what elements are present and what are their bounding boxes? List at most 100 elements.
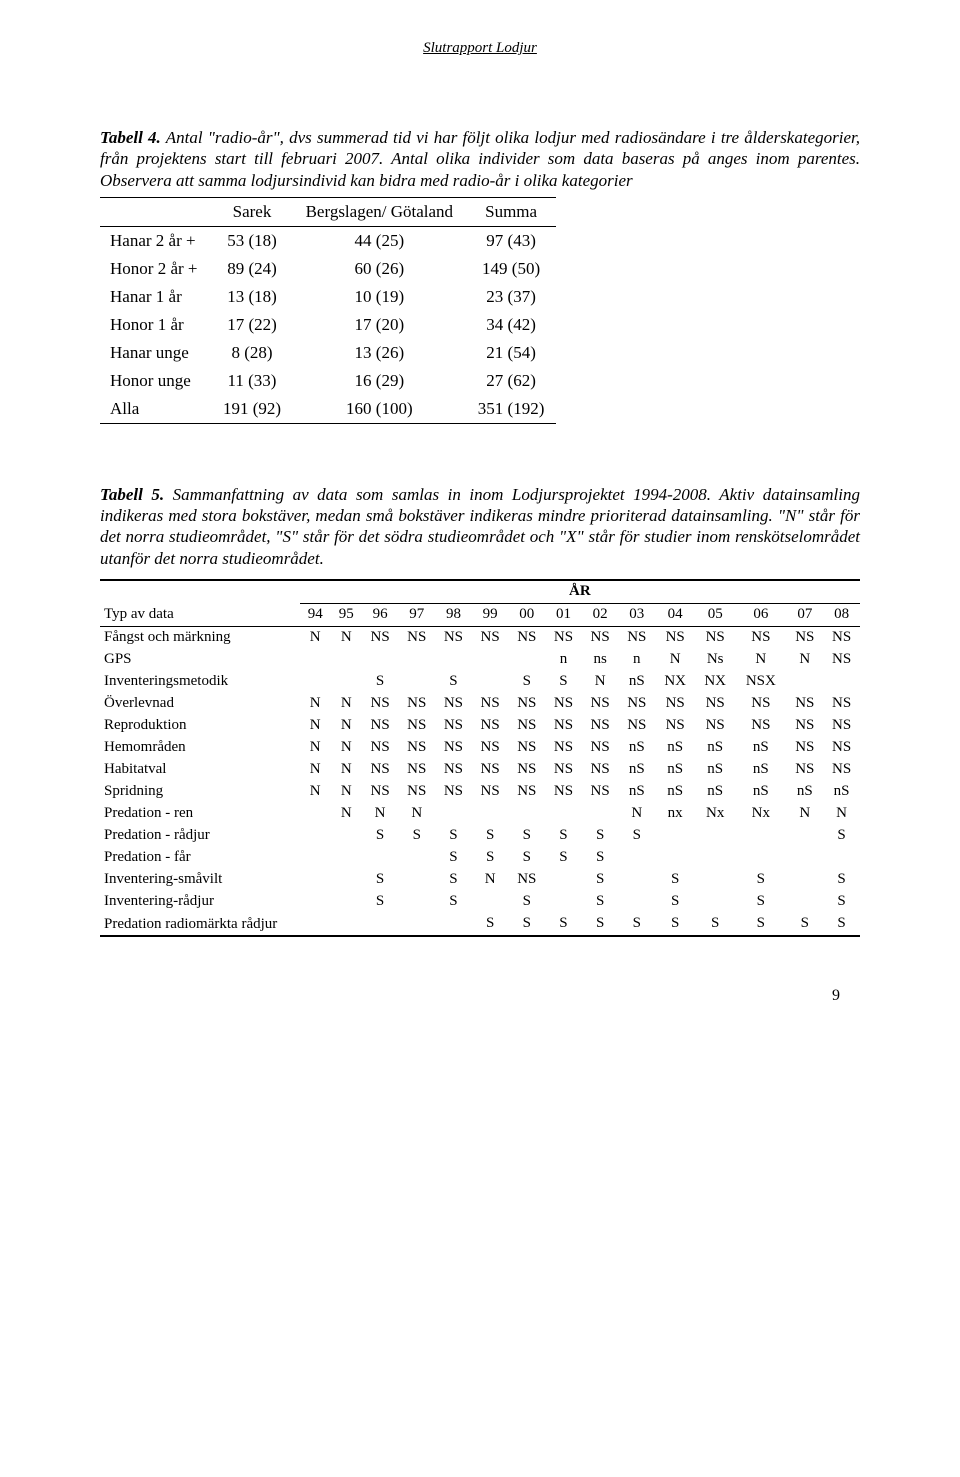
row-label: Honor 2 år + [100,255,211,283]
data-cell: S [582,913,619,936]
data-cell: N [300,737,331,759]
data-cell: NS [786,737,823,759]
row-label: Predation - rådjur [100,825,300,847]
data-cell [695,891,735,913]
data-cell [435,803,472,825]
table-row: HemområdenNNNSNSNSNSNSNSNSnSnSnSnSNSNS [100,737,860,759]
data-cell: NS [582,737,619,759]
table5-ar-label: ÅR [300,580,860,604]
data-cell: NS [472,759,509,781]
data-cell [300,803,331,825]
row-label: GPS [100,649,300,671]
data-cell: NS [508,715,545,737]
row-label: Inventering-rådjur [100,891,300,913]
data-cell: S [362,825,399,847]
row-label: Reproduktion [100,715,300,737]
data-cell [472,671,509,693]
data-cell: nS [735,759,786,781]
data-cell: S [735,891,786,913]
data-cell: 351 (192) [466,395,556,424]
year-header: 94 [300,603,331,626]
table-row: Inventering-rådjurSSSSSSS [100,891,860,913]
data-cell: S [545,913,582,936]
page-number: 9 [100,987,860,1005]
table-row: ÖverlevnadNNNSNSNSNSNSNSNSNSNSNSNSNSNS [100,693,860,715]
data-cell: NS [435,715,472,737]
data-cell [695,847,735,869]
data-cell: S [508,891,545,913]
data-cell [331,869,362,891]
data-cell: NS [398,715,435,737]
data-cell: N [300,759,331,781]
table4-header-row: Sarek Bergslagen/ Götaland Summa [100,197,556,226]
data-cell: 10 (19) [292,283,466,311]
data-cell: NS [472,781,509,803]
data-cell: nS [786,781,823,803]
data-cell: N [362,803,399,825]
table-row: GPSnnsnNNsNNNS [100,649,860,671]
data-cell: NS [545,693,582,715]
table-row: Hanar 1 år13 (18)10 (19)23 (37) [100,283,556,311]
year-header: 06 [735,603,786,626]
year-header: 96 [362,603,399,626]
year-header: 97 [398,603,435,626]
data-cell: NS [508,869,545,891]
data-cell: N [823,803,860,825]
data-cell: S [435,671,472,693]
data-cell: NS [398,759,435,781]
data-cell [823,847,860,869]
data-cell: NS [508,781,545,803]
data-cell: S [655,869,695,891]
data-cell: N [786,649,823,671]
data-cell: nS [695,737,735,759]
data-cell: Nx [695,803,735,825]
data-cell [300,891,331,913]
table-row: Fångst och märkningNNNSNSNSNSNSNSNSNSNSN… [100,626,860,649]
row-label: Spridning [100,781,300,803]
year-header: 02 [582,603,619,626]
data-cell [362,847,399,869]
data-cell: 21 (54) [466,339,556,367]
data-cell [508,649,545,671]
data-cell: S [435,869,472,891]
data-cell: NS [695,693,735,715]
data-cell [398,913,435,936]
data-cell [786,891,823,913]
data-cell [545,891,582,913]
data-cell: NS [398,781,435,803]
data-cell: S [695,913,735,936]
data-cell: 191 (92) [211,395,292,424]
table5-year-row: Typ av data94959697989900010203040506070… [100,603,860,626]
data-cell: NS [545,781,582,803]
data-cell [362,913,399,936]
data-cell: 149 (50) [466,255,556,283]
data-cell: NS [786,693,823,715]
data-cell [618,869,655,891]
data-cell: nS [655,737,695,759]
data-cell: 34 (42) [466,311,556,339]
data-cell: NS [618,715,655,737]
data-cell: NS [398,626,435,649]
table4-header-blank [100,197,211,226]
data-cell: N [300,626,331,649]
data-cell: N [331,715,362,737]
data-cell: 60 (26) [292,255,466,283]
data-cell: S [508,825,545,847]
data-cell: S [398,825,435,847]
data-cell: NS [472,715,509,737]
data-cell: S [472,913,509,936]
data-cell [331,671,362,693]
data-cell: S [735,869,786,891]
year-header: 98 [435,603,472,626]
table-row: Alla191 (92)160 (100)351 (192) [100,395,556,424]
data-cell: nS [618,781,655,803]
data-cell: NSX [735,671,786,693]
data-cell: nS [655,759,695,781]
data-cell [786,847,823,869]
data-cell: NS [618,626,655,649]
data-cell [655,847,695,869]
data-cell: N [472,869,509,891]
data-cell: nS [695,759,735,781]
data-cell: NS [823,626,860,649]
data-cell: NS [823,759,860,781]
